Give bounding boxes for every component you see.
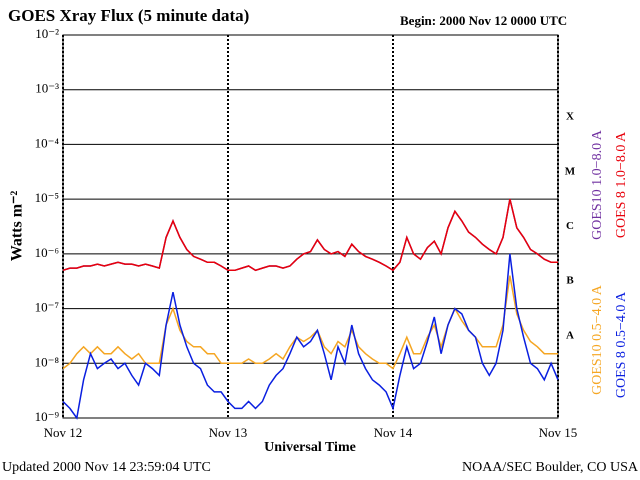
flare-class-label: A: [566, 329, 574, 341]
y-tick-label: 10⁻³: [35, 81, 59, 96]
flare-class-label: C: [566, 220, 574, 232]
x-axis-label: Universal Time: [264, 440, 356, 455]
flare-class-label: X: [566, 111, 574, 123]
x-tick-label: Nov 15: [539, 425, 578, 440]
legend-entry: GOES 8 0.5−4.0 A: [614, 291, 629, 398]
series-line: [62, 198, 558, 272]
y-tick-label: 10⁻⁵: [35, 190, 59, 205]
y-tick-label: 10⁻⁹: [35, 409, 60, 424]
y-tick-label: 10⁻²: [35, 26, 59, 41]
footer-right: NOAA/SEC Boulder, CO USA: [462, 460, 639, 475]
y-tick-label: 10⁻⁴: [35, 135, 60, 150]
series-line: [62, 253, 559, 420]
x-tick-label: Nov 14: [374, 425, 413, 440]
y-tick-label: 10⁻⁶: [35, 245, 59, 260]
series-line: [62, 198, 558, 272]
y-tick-label: 10⁻⁷: [35, 300, 59, 315]
x-tick-label: Nov 13: [209, 425, 248, 440]
flare-class-label: B: [566, 275, 574, 287]
legend-entry: GOES10 1.0−8.0 A: [590, 129, 605, 240]
plot-frame: [62, 34, 559, 419]
chart-title: GOES Xray Flux (5 minute data): [8, 6, 249, 25]
legend-entry: GOES 8 1.0−8.0 A: [614, 131, 629, 238]
footer-left: Updated 2000 Nov 14 23:59:04 UTC: [2, 460, 211, 475]
legend-entry: GOES10 0.5−4.0 A: [590, 284, 605, 395]
series-line: [62, 275, 558, 370]
y-axis-label: Watts m⁻²: [9, 191, 26, 262]
y-tick-label: 10⁻⁸: [35, 354, 60, 369]
flare-class-label: M: [565, 165, 576, 177]
x-tick-label: Nov 12: [44, 425, 83, 440]
subtitle: Begin: 2000 Nov 12 0000 UTC: [400, 13, 567, 28]
